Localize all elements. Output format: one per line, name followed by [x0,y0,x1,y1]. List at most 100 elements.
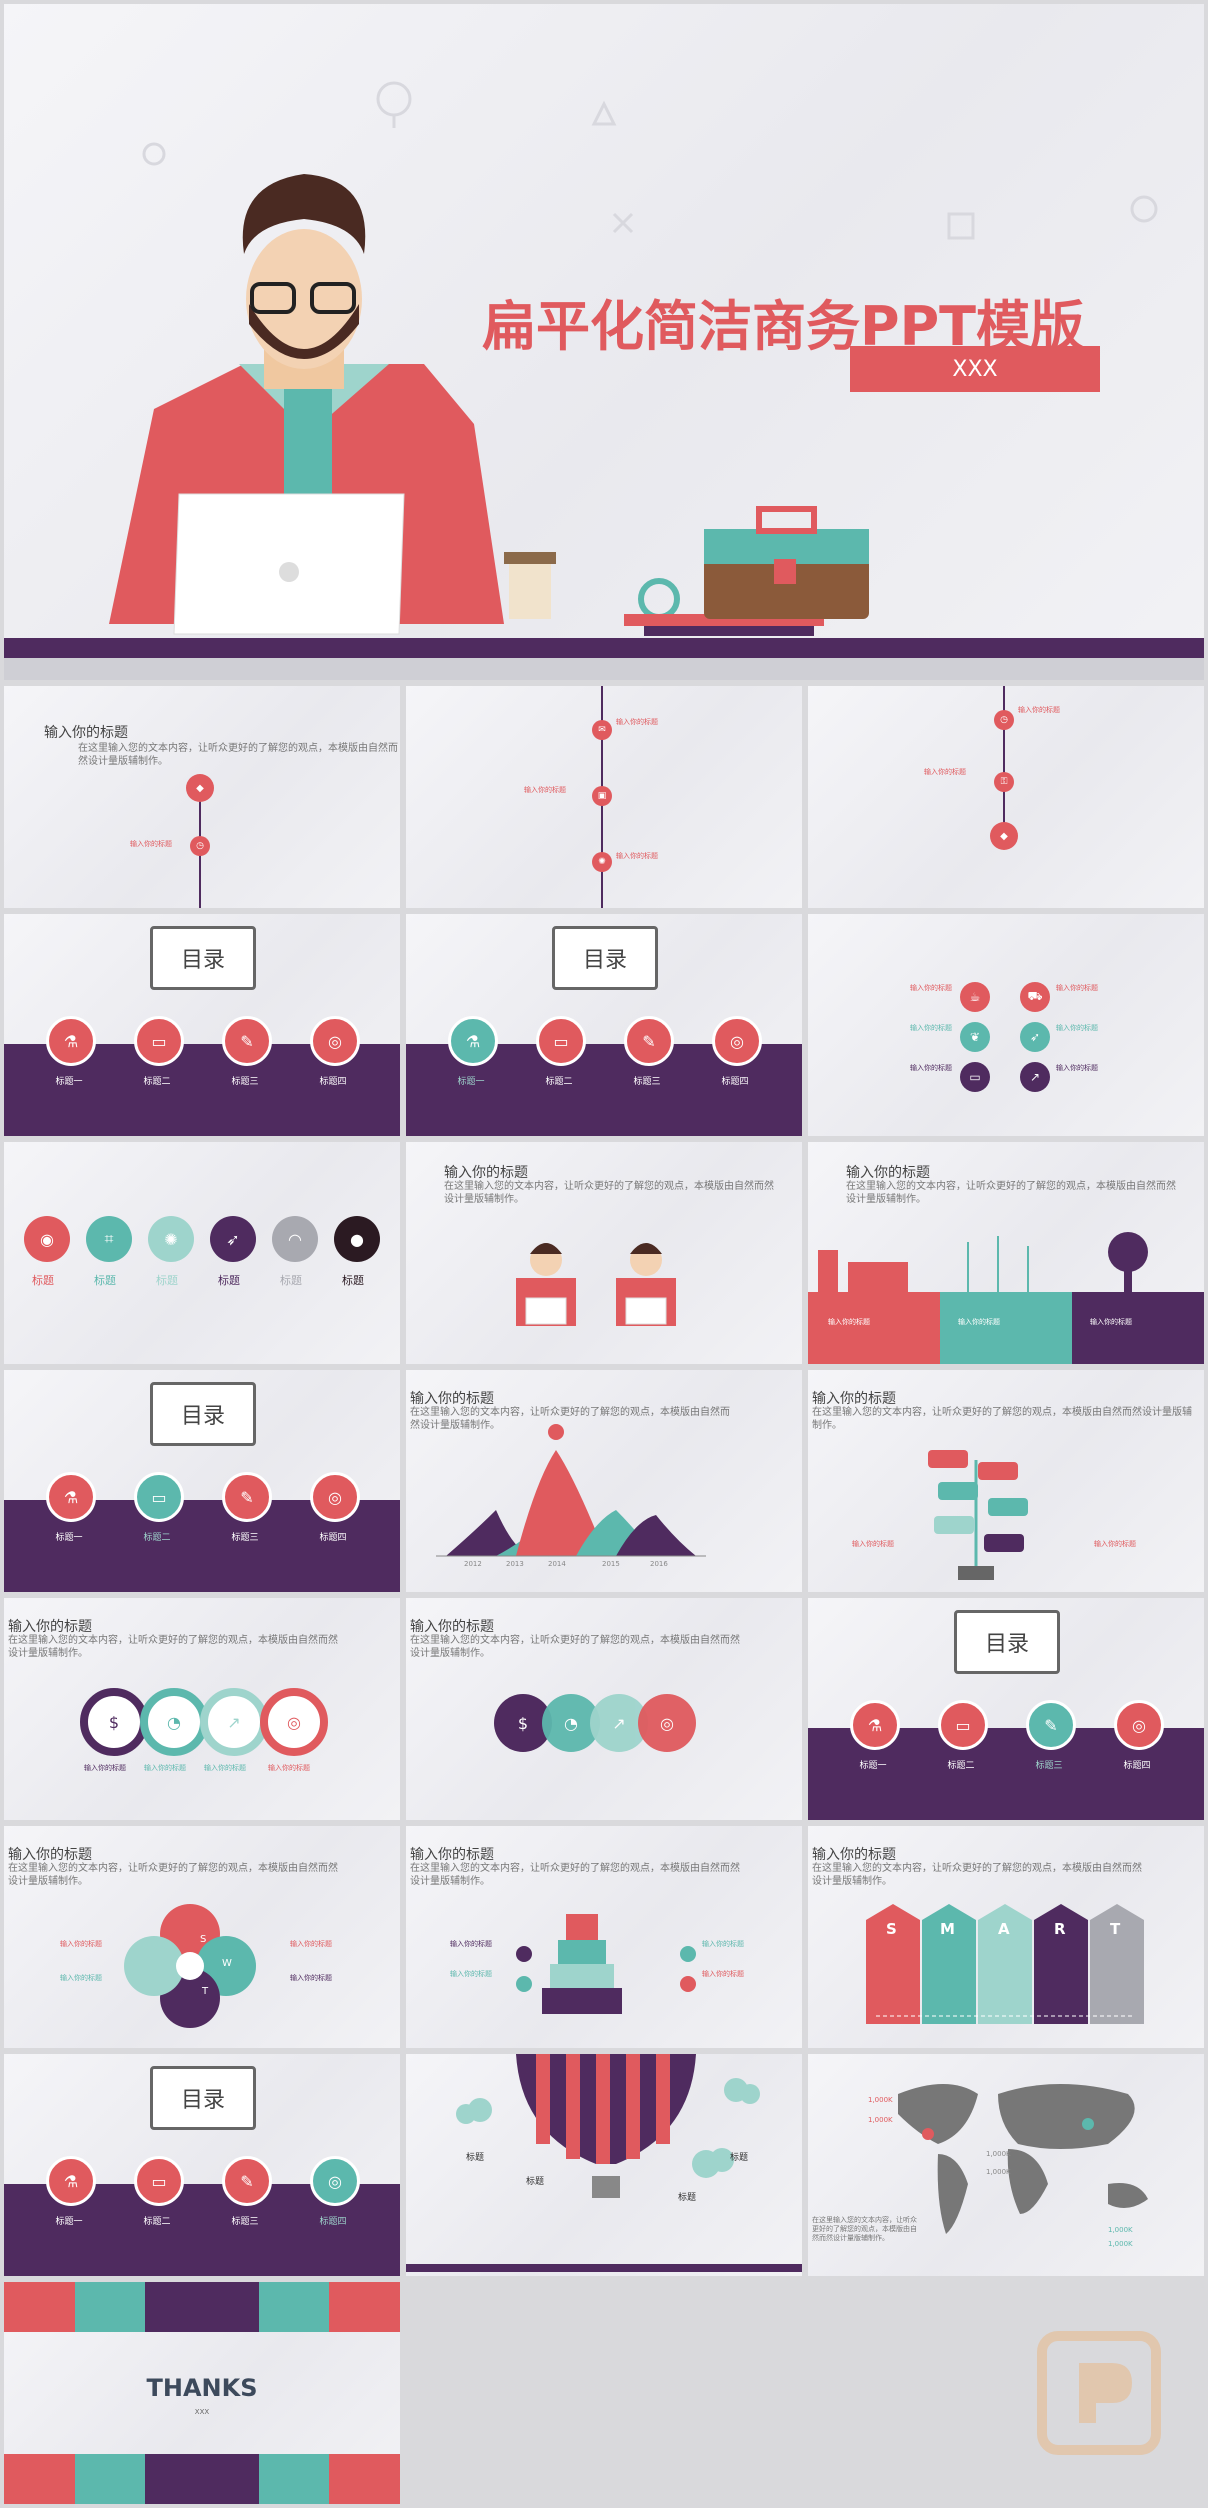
item-title: 输入你的标题 [828,1318,870,1326]
slide-timeline-1: 输入你的标题 在这里输入您的文本内容，让听众更好的了解您的观点，本模版由自然而然… [4,686,400,908]
mountain-chart [436,1424,706,1557]
target-icon: ◎ [260,1688,328,1756]
map-value: 1,000K [1108,2226,1133,2234]
item-title: 输入你的标题 [60,1974,102,1982]
target-icon: ◎ [638,1694,696,1752]
slide-paragraph: 在这里输入您的文本内容，让听众更好的了解您的观点，本模版由自然而然设计量版辅制作… [846,1181,1176,1205]
slide-heading: 输入你的标题 [846,1165,930,1181]
map-value: 1,000K [986,2168,1011,2176]
thanks-top-stripe [4,2282,400,2332]
bomb-icon: ● [334,1216,380,1262]
target-icon: ◎ [310,1016,360,1066]
slide-toc-3: 目录 ⚗ ▭ ✎ ◎ 标题一 标题二 标题三 标题四 [4,1370,400,1592]
pencil-icon: ✎ [222,1472,272,1522]
item-title: 输入你的标题 [290,1974,332,1982]
money-bag-icon: $ [80,1688,148,1756]
eye-icon: ◉ [24,1216,70,1262]
slide-tree-flow: 输入你的标题 在这里输入您的文本内容，让听众更好的了解您的观点，本模版由自然而然… [808,1370,1204,1592]
item-title: 输入你的标题 [924,768,966,776]
balloon-label: 标题 [526,2177,545,2187]
map-value: 1,000K [868,2096,893,2104]
circle-label: 标题 [280,1274,302,1287]
slide-toc-5: 目录 ⚗ ▭ ✎ ◎ 标题一 标题二 标题三 标题四 [4,2054,400,2276]
monitor-icon: ▭ [960,1062,990,1092]
hex-marker-icon: ◆ [186,774,214,802]
toc-title: 目录 [180,1404,225,1429]
slide-smart: 输入你的标题 在这里输入您的文本内容，让听众更好的了解您的观点，本模版由自然而然… [808,1826,1204,2048]
slide-toc-1: 目录 ⚗ ▭ ✎ ◎ 标题一 标题二 标题三 标题四 [4,914,400,1136]
smart-arrows [866,1904,1144,2024]
toc-label-2: 标题二 [143,2217,171,2227]
slide-paragraph: 在这里输入您的文本内容，让听众更好的了解您的观点，本模版由自然而然设计量版辅制作… [444,1181,774,1205]
map-paragraph: 在这里输入您的文本内容，让听众更好的了解您的观点，本模版由自然而然设计量版辅制作… [812,2216,917,2242]
flask-icon: ⚗ [448,1016,498,1066]
smart-letter: A [998,1920,1010,1938]
toc-label-2: 标题二 [947,1761,975,1771]
laptop-icon: ▭ [536,1016,586,1066]
watermark-logo [1037,2331,1161,2455]
balloon-label: 标题 [678,2193,697,2203]
toc-label-1: 标题一 [55,1533,83,1543]
item-title: 输入你的标题 [616,852,658,860]
slide-six-circles: ◉ ⌗ ✺ ➶ ◠ ● 标题 标题 标题 标题 标题 标题 [4,1142,400,1364]
laptop-icon: ▭ [134,1472,184,1522]
tree-illustration [928,1450,1028,1580]
scenery-purple-block [1072,1292,1204,1364]
item-title: 输入你的标题 [84,1764,126,1772]
item-title: 输入你的标题 [268,1764,310,1772]
year-label: 2015 [602,1560,620,1568]
item-title: 输入你的标题 [1018,706,1060,714]
slide-heading: 输入你的标题 [8,1619,92,1635]
year-label: 2012 [464,1560,482,1568]
thanks-bottom-stripe [4,2454,400,2504]
toc-label-3: 标题三 [1035,1761,1063,1771]
toc-monitor: 目录 [150,1382,256,1446]
map-value: 1,000K [1108,2240,1133,2248]
clock-icon: ◷ [994,710,1014,730]
toc-title: 目录 [180,2088,225,2113]
year-label: 2014 [548,1560,566,1568]
flask-icon: ⚗ [46,1016,96,1066]
item-title: 输入你的标题 [130,840,172,848]
year-label: 2016 [650,1560,668,1568]
toc-label-2: 标题二 [143,1533,171,1543]
scenery-illustration [818,1232,1148,1292]
toc-label-1: 标题一 [457,1077,485,1087]
year-label: 2013 [506,1560,524,1568]
pencil-icon: ✎ [222,1016,272,1066]
scenery-teal-block [940,1292,1072,1364]
item-title: 输入你的标题 [60,1940,102,1948]
gear-icon: ✺ [592,852,612,872]
slide-heading: 输入你的标题 [444,1165,528,1181]
toc-monitor: 目录 [150,2066,256,2130]
slide-timeline-2: ✉ ▣ ✺ 输入你的标题 输入你的标题 输入你的标题 [406,686,802,908]
toc-title: 目录 [984,1632,1029,1657]
hex-marker-icon: ◆ [990,822,1018,850]
circle-label: 标题 [218,1274,240,1287]
slide-mountain-chart: 输入你的标题 在这里输入您的文本内容，让听众更好的了解您的观点，本模版由自然而然… [406,1370,802,1592]
lock-icon: ⚿ [994,772,1014,792]
map-value: 1,000K [986,2150,1011,2158]
item-title: 输入你的标题 [910,1064,952,1072]
slide-toc-4: 目录 ⚗ ▭ ✎ ◎ 标题一 标题二 标题三 标题四 [808,1598,1204,1820]
toc-label-3: 标题三 [633,1077,661,1087]
slide-paragraph: 在这里输入您的文本内容，让听众更好的了解您的观点，本模版由自然而然设计量版辅制作… [410,1407,730,1431]
slide-paragraph: 在这里输入您的文本内容，让听众更好的了解您的观点，本模版由自然而然设计量版辅制作… [812,1863,1142,1887]
balloon-label: 标题 [466,2153,485,2163]
item-title: 输入你的标题 [524,786,566,794]
circle-label: 标题 [32,1274,54,1287]
item-title: 输入你的标题 [958,1318,1000,1326]
flask-icon: ⚗ [46,2156,96,2206]
item-title: 输入你的标题 [290,1940,332,1948]
slide-stack-blocks: 输入你的标题 在这里输入您的文本内容，让听众更好的了解您的观点，本模版由自然而然… [406,1826,802,2048]
toc-monitor: 目录 [150,926,256,990]
toc-label-4: 标题四 [319,1077,347,1087]
slide-thanks: THANKS XXX [4,2282,400,2504]
target-icon: ◎ [310,1472,360,1522]
cup-icon: ☕ [960,982,990,1012]
item-title: 输入你的标题 [1056,1064,1098,1072]
toc-monitor: 目录 [552,926,658,990]
stack-blocks-illustration [516,1914,696,2014]
cover-badge: XXX [850,346,1100,392]
chart-icon: ↗ [200,1688,268,1756]
